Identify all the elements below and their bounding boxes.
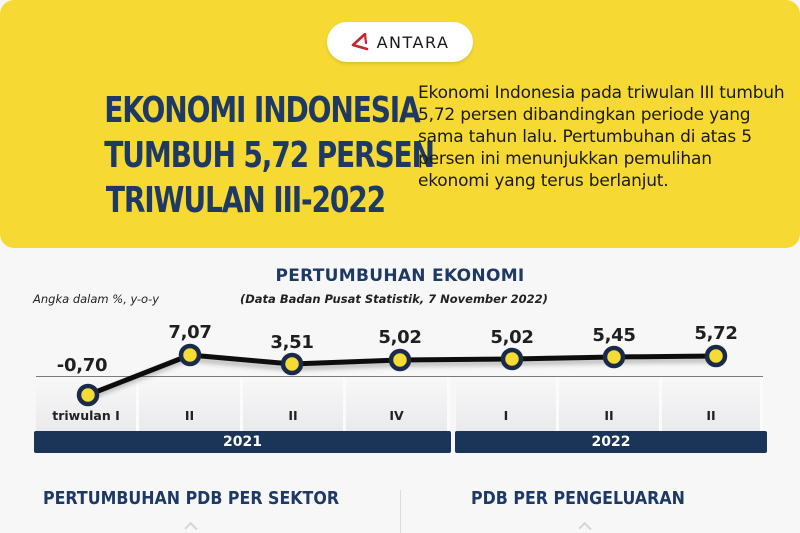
hero-panel: ANTARA EKONOMI INDONESIA TUMBUH 5,72 PER…: [0, 0, 800, 248]
quarter-column: II: [139, 377, 243, 431]
data-point: [602, 345, 626, 369]
quarter-label: IV: [389, 408, 404, 423]
quarter-column: II: [243, 377, 346, 431]
headline-line-2: TUMBUH 5,72 PERSEN: [104, 135, 435, 176]
section-heading-pdb-per-pengeluaran: PDB PER PENGELUARAN: [471, 488, 685, 509]
value-label: 5,02: [378, 327, 422, 348]
year-bar-2021: 2021: [34, 431, 451, 453]
value-label: 5,02: [490, 327, 534, 348]
data-point: [704, 344, 728, 368]
quarter-column: I: [456, 377, 559, 431]
headline-line-3: TRIWULAN III-2022: [105, 180, 386, 221]
data-point: [500, 347, 524, 371]
partial-icon: [578, 521, 592, 533]
data-point: [280, 352, 304, 376]
section-divider: [400, 490, 401, 533]
logo-text: ANTARA: [376, 32, 450, 52]
antara-logo-icon: [351, 33, 368, 51]
quarter-label: I: [503, 408, 509, 423]
lede-paragraph: Ekonomi Indonesia pada triwulan III tumb…: [418, 83, 785, 191]
section-heading-pdb-per-sektor: PERTUMBUHAN PDB PER SEKTOR: [43, 488, 340, 509]
value-label: 7,07: [168, 322, 212, 343]
value-label: -0,70: [56, 355, 108, 376]
partial-icon: [184, 521, 198, 533]
quarter-label: II: [706, 408, 716, 423]
quarter-column: triwulan I: [36, 377, 139, 431]
value-label: 3,51: [270, 332, 314, 353]
quarter-label: II: [288, 408, 298, 423]
chart-title: PERTUMBUHAN EKONOMI: [275, 266, 525, 286]
quarter-label: triwulan I: [52, 408, 120, 423]
quarter-column: IV: [346, 377, 450, 431]
quarter-column: II: [559, 377, 662, 431]
quarter-column: II: [662, 377, 763, 431]
data-point: [388, 348, 412, 372]
headline-line-1: EKONOMI INDONESIA: [104, 90, 421, 131]
antara-logo-badge: ANTARA: [327, 22, 473, 62]
quarter-label: II: [604, 408, 614, 423]
year-bar-2022: 2022: [455, 431, 767, 453]
unit-note: Angka dalam %, y-o-y: [33, 292, 160, 306]
value-label: 5,45: [592, 325, 636, 346]
chart-baseline: [36, 376, 763, 377]
quarter-label: II: [184, 408, 195, 423]
source-note: (Data Badan Pusat Statistik, 7 November …: [240, 292, 548, 306]
headline: EKONOMI INDONESIA TUMBUH 5,72 PERSEN TRI…: [104, 88, 435, 223]
value-label: 5,72: [694, 323, 738, 344]
data-point: [178, 343, 202, 367]
